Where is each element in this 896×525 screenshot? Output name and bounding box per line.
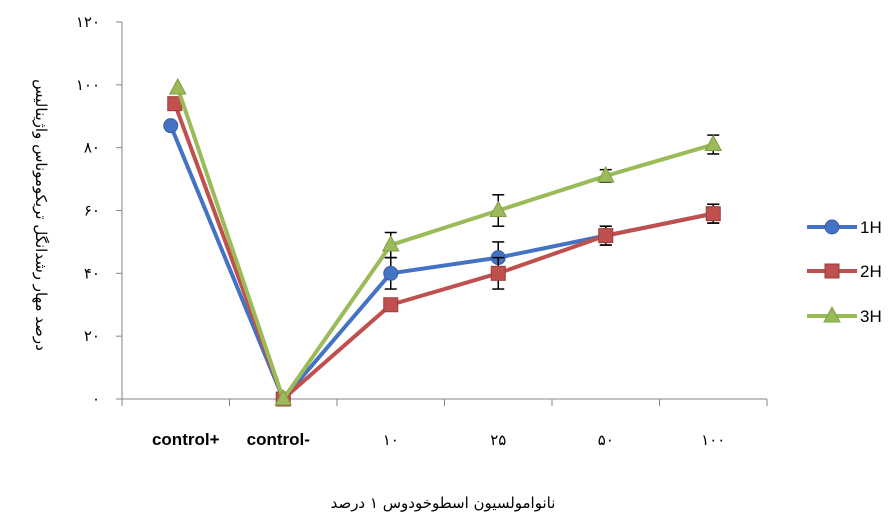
y-tick-label: ۴۰ bbox=[84, 264, 100, 282]
y-tick-label: ۲۰ bbox=[84, 327, 100, 345]
data-point bbox=[704, 134, 723, 152]
y-tick-label: ۱۰۰ bbox=[76, 76, 100, 94]
y-tick-labels: ۰ ۲۰ ۴۰ ۶۰ ۸۰ ۱۰۰ ۱۲۰ bbox=[76, 13, 100, 408]
series-layer bbox=[163, 77, 723, 407]
data-point bbox=[596, 165, 615, 183]
data-point bbox=[489, 200, 508, 217]
y-axis-title: درصد مهار رشدانگل تریکوموناس واژینالیس bbox=[32, 79, 50, 351]
x-tick-label: ۲۵ bbox=[490, 431, 506, 449]
y-tick-label: ۶۰ bbox=[84, 202, 100, 220]
data-point bbox=[705, 206, 721, 222]
data-point bbox=[383, 265, 399, 281]
x-tick-label: control- bbox=[247, 430, 310, 449]
legend-item-2H: 2H bbox=[807, 262, 882, 281]
x-tick-label: control+ bbox=[152, 430, 220, 449]
series-2H bbox=[167, 96, 721, 407]
y-tick-label: ۰ bbox=[92, 390, 100, 408]
y-tick-label: ۸۰ bbox=[84, 139, 100, 157]
data-point bbox=[168, 77, 187, 95]
series-line-2H bbox=[172, 102, 714, 401]
data-point bbox=[163, 118, 179, 134]
legend-label: 3H bbox=[860, 307, 882, 326]
series-line-3H bbox=[175, 87, 714, 401]
x-tick-label: ۱۰۰ bbox=[701, 431, 725, 449]
series-1H bbox=[163, 118, 721, 407]
legend-label: 1H bbox=[860, 218, 882, 237]
legend-marker bbox=[824, 219, 840, 235]
data-point bbox=[490, 265, 506, 281]
data-point bbox=[381, 234, 400, 252]
x-tick-label: ۱۰ bbox=[383, 431, 399, 449]
x-axis-title: نانوامولسیون اسطوخودوس ۱ درصد bbox=[331, 494, 556, 512]
legend: 1H 2H 3H bbox=[807, 218, 882, 326]
data-point bbox=[274, 388, 293, 406]
x-tick-label: ۵۰ bbox=[598, 431, 614, 449]
y-tick-label: ۱۲۰ bbox=[76, 13, 100, 31]
axes-layer bbox=[116, 21, 768, 406]
legend-item-1H: 1H bbox=[807, 218, 882, 237]
legend-marker bbox=[824, 263, 840, 279]
legend-item-3H: 3H bbox=[807, 305, 882, 326]
data-point bbox=[598, 228, 614, 244]
series-3H bbox=[168, 77, 723, 406]
data-point bbox=[383, 297, 399, 313]
x-tick-labels: control+ control- ۱۰ ۲۵ ۵۰ ۱۰۰ bbox=[152, 430, 725, 449]
legend-label: 2H bbox=[860, 262, 882, 281]
legend-marker bbox=[823, 305, 841, 323]
